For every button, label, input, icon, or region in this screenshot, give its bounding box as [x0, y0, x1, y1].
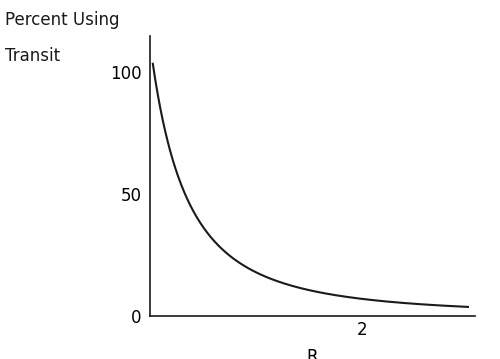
Text: Transit: Transit — [5, 47, 60, 65]
Text: Percent Using: Percent Using — [5, 11, 119, 29]
X-axis label: R: R — [306, 348, 318, 359]
